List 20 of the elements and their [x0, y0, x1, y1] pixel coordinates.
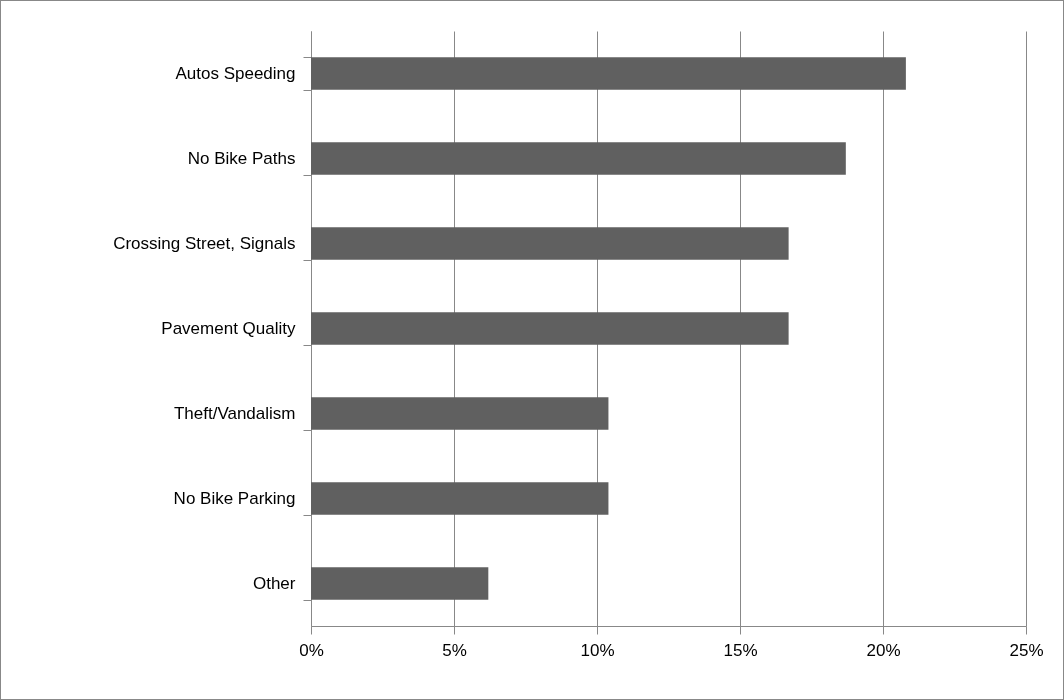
bar: [311, 57, 906, 90]
x-tick-label: 0%: [299, 640, 324, 660]
y-tick-label: No Bike Parking: [173, 489, 296, 508]
x-tick-label: 20%: [866, 640, 901, 660]
bar: [311, 142, 846, 175]
x-tick-label: 5%: [442, 640, 467, 660]
x-tick-label: 15%: [723, 640, 758, 660]
y-tick-label: Pavement Quality: [161, 319, 296, 338]
x-tick-label: 10%: [580, 640, 615, 660]
bar: [311, 312, 789, 345]
y-tick-label: Theft/Vandalism: [173, 404, 296, 423]
x-tick-label: 25%: [1009, 640, 1044, 660]
bar: [311, 397, 609, 430]
y-tick-label: No Bike Paths: [187, 149, 296, 168]
y-tick-label: Other: [252, 574, 296, 593]
bar: [311, 227, 789, 260]
y-tick-label: Crossing Street, Signals: [113, 234, 296, 253]
y-tick-label: Autos Speeding: [175, 64, 296, 83]
bar: [311, 482, 609, 515]
bar: [311, 567, 489, 600]
